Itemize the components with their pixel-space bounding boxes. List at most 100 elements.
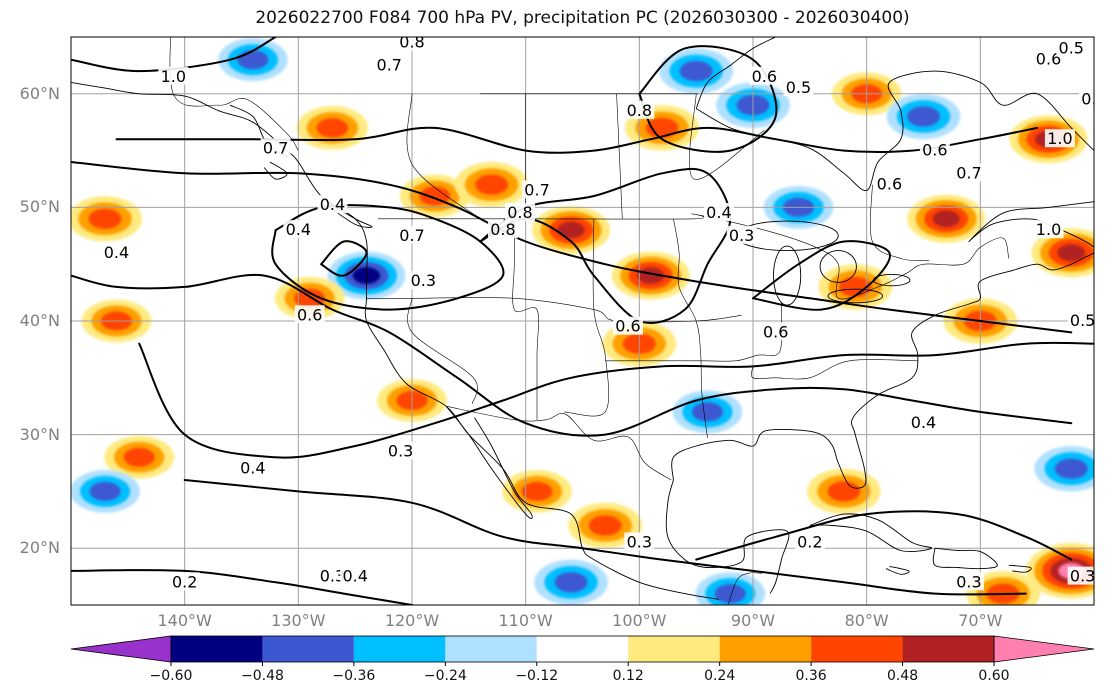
pv-contour-label-bg [1033, 220, 1064, 239]
colorbar-tick-label: −0.48 [240, 668, 284, 684]
pv-contour-line [183, 479, 1027, 596]
coastline [809, 513, 933, 552]
coastline [1008, 564, 1032, 573]
precip-anomaly-area [237, 50, 269, 70]
political-border [616, 93, 623, 219]
precip-anomaly-area [88, 208, 122, 229]
pv-contour-label-bg [726, 225, 757, 244]
pv-contour-line [71, 161, 1073, 334]
pv-contour-label: 0.3 [729, 226, 754, 245]
pv-contour-label-bg [760, 322, 791, 341]
pv-contour-label: 0.6 [877, 175, 902, 194]
pv-contour-label-bg [283, 220, 314, 239]
pv-contour-label-bg [317, 566, 348, 585]
precip-anomaly-area [679, 61, 713, 82]
political-border [377, 213, 1010, 300]
latitude-label: 20°N [19, 538, 60, 558]
precip-anomaly-area [838, 276, 872, 297]
pv-contour-label-bg [340, 566, 371, 585]
pv-contour-label-bg [1079, 89, 1094, 108]
pv-contour-label: 0.6 [1036, 50, 1061, 69]
colorbar-tick-label: −0.60 [149, 668, 193, 684]
pv-contour-label: 0.5 [1059, 38, 1084, 57]
pv-contour-label-bg [908, 413, 939, 432]
colorbar-tick-label: −0.24 [423, 668, 467, 684]
colorbar-segment [902, 636, 994, 662]
longitude-label: 100°W [612, 611, 667, 630]
precip-anomaly-area [89, 481, 121, 501]
political-border [605, 301, 783, 362]
pv-contour-label: 0.4 [286, 220, 311, 239]
pv-contour-label: 0.2 [172, 572, 197, 591]
pv-contour-label: 0.4 [342, 567, 367, 586]
pv-contour-line [695, 510, 1073, 561]
precip-anomaly-area [827, 481, 861, 502]
pv-contour-label: 0.8 [399, 33, 424, 52]
colorbar-tick-label: 0.48 [886, 668, 919, 684]
colorbar-segment [719, 636, 812, 662]
colorbar-tick-label: −0.36 [332, 668, 376, 684]
pv-contour-label: 0.6 [763, 322, 788, 341]
colorbar-tick-label: 0.60 [978, 668, 1010, 684]
precip-anomaly-area [692, 402, 723, 422]
colorbar-segment [536, 636, 629, 662]
colorbar-segment [262, 636, 354, 662]
pv-contour-label: 0.6 [922, 141, 947, 160]
colorbar-under-extension [70, 635, 172, 663]
pv-contour-label: 0.3 [388, 442, 413, 461]
pv-contour-label: 0.7 [377, 55, 402, 74]
precip-anomaly-area [554, 572, 588, 593]
pv-contour-line [71, 273, 1073, 437]
pv-contour-line [115, 126, 1039, 154]
pv-contour-label: 0.4 [320, 195, 345, 214]
pv-contour-label: 0.7 [399, 226, 424, 245]
lake-outline [819, 250, 857, 283]
pv-contour-label-bg [487, 220, 518, 239]
latitude-label: 50°N [19, 197, 60, 217]
pv-contour-label: 0.7 [263, 138, 288, 157]
colorbar-tick-label: −0.12 [515, 668, 559, 684]
precip-anomaly-area [932, 210, 960, 228]
pv-contour-line [752, 240, 891, 311]
precip-anomaly-area [1057, 244, 1086, 262]
pv-contour-label: 0.2 [797, 533, 822, 552]
longitude-label: 120°W [384, 611, 440, 630]
pv-contour-label-bg [294, 305, 325, 324]
pv-contour-label-bg [158, 66, 189, 85]
pv-contour-label: 0.6 [615, 317, 640, 336]
pv-contour-label-bg [703, 203, 734, 222]
longitude-label: 140°W [157, 611, 212, 630]
longitude-label: 110°W [498, 611, 553, 630]
pv-contour-label-bg [237, 458, 268, 477]
precip-anomaly-area [123, 447, 155, 467]
colorbar-segment [445, 636, 537, 662]
pv-contour-label: 0.6 [297, 305, 322, 324]
precip-anomaly-area [907, 106, 940, 127]
pv-contour-label-bg [1044, 129, 1075, 148]
longitude-label: 130°W [271, 611, 326, 630]
pv-contour-label-bg [749, 66, 780, 85]
pv-contour-label: 0.3 [411, 271, 436, 290]
colorbar-frame [170, 635, 995, 663]
pv-contour-label-bg [624, 100, 655, 119]
pv-contour-label-bg [317, 195, 348, 214]
precip-anomaly-area [557, 221, 585, 239]
pv-contour-label: 0.3 [320, 567, 345, 586]
pv-contour-label: 0.4 [240, 459, 265, 478]
political-border [727, 572, 763, 605]
political-border [564, 218, 610, 417]
pv-contour-label: 0.3 [627, 533, 652, 552]
pv-contour-label: 0.4 [911, 413, 936, 432]
pv-contour-line [271, 204, 505, 311]
pv-contour-label-bg [919, 140, 950, 159]
pv-contour-label-bg [101, 242, 132, 261]
colorbar-segment [353, 636, 446, 662]
pv-contour-label: 0.8 [627, 101, 652, 120]
figure-title: 2026022700 F084 700 hPa PV, precipitatio… [255, 8, 910, 28]
pv-contour-label-bg [1067, 311, 1094, 329]
pv-contour-label: 0.8 [507, 203, 532, 222]
pv-contour-label-bg [397, 225, 427, 244]
pv-contour-label-bg [374, 55, 405, 74]
pv-contour-label: 0.7 [524, 180, 549, 199]
